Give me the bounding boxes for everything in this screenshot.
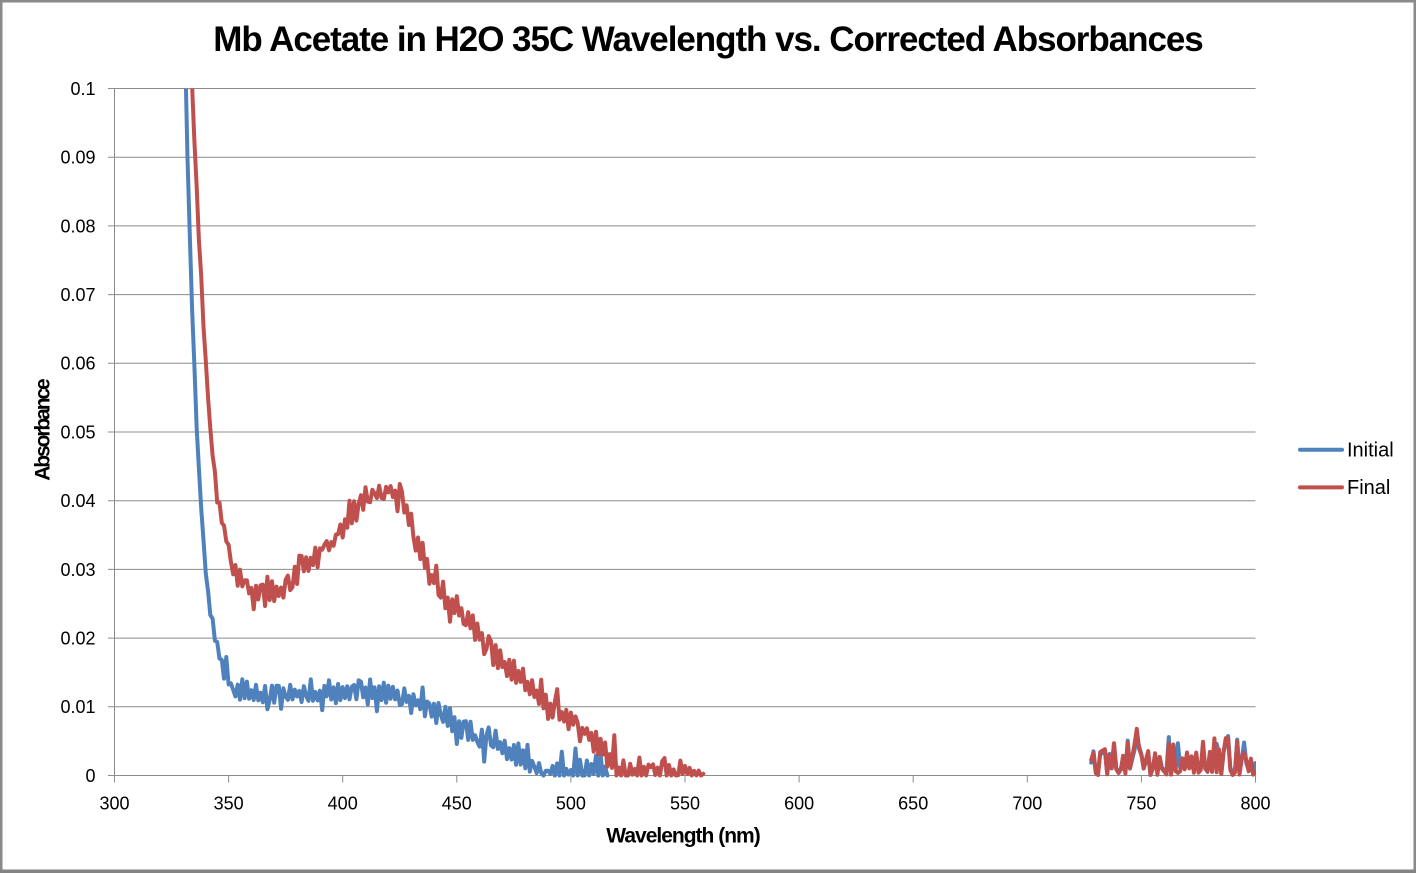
svg-text:300: 300 bbox=[99, 794, 129, 814]
svg-text:750: 750 bbox=[1126, 794, 1156, 814]
svg-text:650: 650 bbox=[898, 794, 928, 814]
svg-text:400: 400 bbox=[328, 794, 358, 814]
svg-text:Mb Acetate in H2O 35C Waveleng: Mb Acetate in H2O 35C Wavelength vs. Cor… bbox=[213, 20, 1203, 59]
svg-text:Final: Final bbox=[1347, 477, 1390, 499]
svg-text:800: 800 bbox=[1240, 794, 1270, 814]
svg-text:Wavelength (nm): Wavelength (nm) bbox=[606, 825, 759, 848]
svg-text:0.05: 0.05 bbox=[60, 422, 95, 442]
svg-text:500: 500 bbox=[556, 794, 586, 814]
svg-text:550: 550 bbox=[670, 794, 700, 814]
svg-text:0.08: 0.08 bbox=[60, 216, 95, 236]
svg-text:600: 600 bbox=[784, 794, 814, 814]
svg-text:450: 450 bbox=[442, 794, 472, 814]
svg-text:0.01: 0.01 bbox=[60, 697, 95, 717]
svg-text:0.06: 0.06 bbox=[60, 354, 95, 374]
svg-text:0: 0 bbox=[85, 766, 95, 786]
svg-text:0.1: 0.1 bbox=[70, 79, 95, 99]
svg-text:0.07: 0.07 bbox=[60, 285, 95, 305]
svg-text:0.09: 0.09 bbox=[60, 148, 95, 168]
svg-text:350: 350 bbox=[214, 794, 244, 814]
svg-text:0.02: 0.02 bbox=[60, 629, 95, 649]
svg-text:Initial: Initial bbox=[1347, 440, 1394, 462]
svg-text:Absorbance: Absorbance bbox=[31, 379, 54, 481]
svg-text:0.04: 0.04 bbox=[60, 491, 95, 511]
svg-text:700: 700 bbox=[1012, 794, 1042, 814]
svg-text:0.03: 0.03 bbox=[60, 560, 95, 580]
